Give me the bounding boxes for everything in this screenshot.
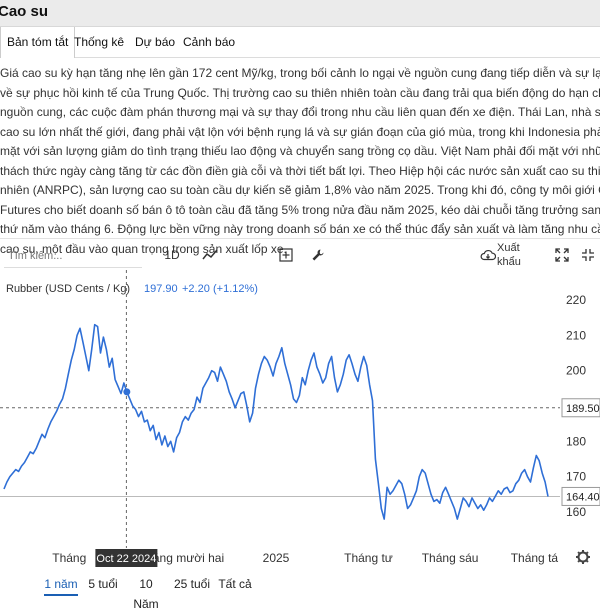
summary-line: Giá cao su kỳ hạn tăng nhẹ lên gần 172 c… — [0, 66, 600, 80]
summary-line: cao su lớn nhất thế giới, đang phải vật … — [0, 124, 600, 139]
x-tick-label: Tháng — [52, 551, 86, 565]
summary-line: mặt với sản lượng giảm do tình trạng thi… — [0, 144, 600, 158]
x-tick-label: Tháng sáu — [422, 551, 479, 565]
x-tick-label: Tháng tá — [511, 551, 559, 565]
tab-statistics[interactable]: Thống kê — [74, 35, 125, 49]
chart-toolbar: 1D Xuất khẩu — [0, 238, 600, 271]
page-title: Cao su — [0, 3, 49, 20]
period-25y[interactable]: 25 tuổi — [173, 577, 211, 591]
tab-forecast[interactable]: Dự báo — [135, 35, 176, 49]
line-chart-icon[interactable] — [198, 244, 222, 266]
summary-text: Giá cao su kỳ hạn tăng nhẹ lên gần 172 c… — [0, 64, 600, 259]
summary-line: về sự phục hồi kinh tế của Trung Quốc. T… — [0, 85, 600, 100]
crosshair-date-label: Oct 22 2024 — [96, 553, 156, 565]
y-tick-label: 200 — [566, 364, 586, 378]
summary-line: thách thức ngày càng tăng từ các đồn điề… — [0, 163, 600, 178]
summary-line: nhiên (ANRPC), sản lượng cao su toàn cầu… — [0, 183, 600, 197]
wrench-icon[interactable] — [306, 244, 330, 266]
crosshair-point — [123, 388, 131, 396]
price-series-line — [3, 323, 549, 520]
crosshair-date-box — [95, 549, 158, 567]
y-tick-label: 180 — [566, 434, 586, 448]
crosshair-value-box — [561, 398, 600, 418]
tab-summary[interactable]: Bản tóm tắt — [0, 27, 76, 58]
summary-line: nguồn cung, các cuộc đàm phán thương mại… — [0, 105, 600, 119]
legend-series-name: Rubber (USD Cents / Kg) — [6, 283, 130, 295]
legend-change-pct: (+1.12%) — [213, 283, 258, 295]
export-label-line1: Xuất — [497, 242, 520, 254]
period-5y[interactable]: 5 tuổi — [88, 577, 118, 591]
crosshair-value-label: 189.50 — [566, 403, 600, 415]
x-tick-label: 2025 — [263, 551, 290, 565]
y-tick-label: 160 — [566, 505, 586, 519]
y-tick-label: 220 — [566, 293, 586, 307]
export-button[interactable]: Xuất khẩu — [497, 241, 521, 269]
period-selector: 1 năm 5 tuổi 10 Năm 25 tuổi Tất cả — [0, 572, 600, 611]
window-titlebar: Cao su — [0, 0, 600, 27]
tab-alerts[interactable]: Cảnh báo — [183, 35, 236, 49]
y-tick-label: 170 — [566, 470, 586, 484]
last-price-box — [561, 486, 600, 506]
export-label-line2: khẩu — [497, 256, 521, 268]
expand-icon[interactable] — [552, 244, 572, 266]
tab-bar: Bản tóm tắt Thống kê Dự báo Cảnh báo — [0, 27, 600, 58]
last-price-label: 164.40 — [566, 491, 600, 503]
summary-line: thứ năm vào tháng 6. Động lực bền vững n… — [0, 222, 600, 236]
compress-icon[interactable] — [578, 244, 598, 266]
search-input[interactable] — [4, 245, 142, 268]
cloud-download-icon[interactable] — [478, 244, 498, 266]
period-10y[interactable]: 10 Năm — [133, 577, 159, 611]
y-tick-label: 210 — [566, 328, 586, 342]
interval-button[interactable]: 1D — [164, 248, 180, 262]
x-tick-label: Tháng tư — [344, 551, 393, 565]
legend-value: 197.90 — [144, 283, 178, 295]
settings-gear-icon[interactable] — [576, 550, 590, 564]
period-all[interactable]: Tất cả — [218, 577, 252, 591]
x-tick-label: tháng mười hai — [143, 551, 224, 565]
summary-line: Futures cho biết doanh số bán ô tô toàn … — [0, 202, 600, 217]
period-1y[interactable]: 1 năm — [44, 574, 78, 596]
legend-change: +2.20 — [182, 283, 210, 295]
plus-box-icon[interactable] — [274, 244, 298, 266]
